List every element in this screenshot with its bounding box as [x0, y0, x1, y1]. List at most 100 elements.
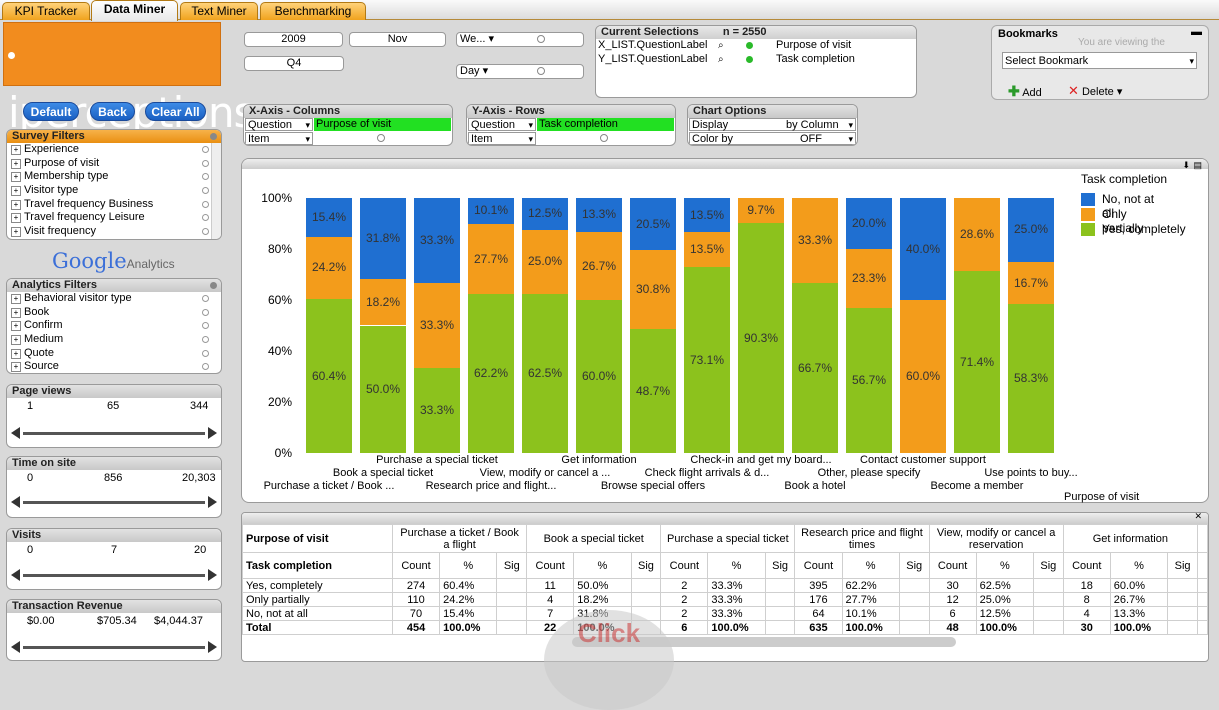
slider-track[interactable] [23, 501, 205, 504]
minimize-icon[interactable] [210, 282, 217, 289]
tab-data-miner[interactable]: Data Miner [91, 0, 178, 21]
search-icon[interactable]: ⌕ [718, 54, 724, 65]
table-cell: 8 [1062, 592, 1111, 607]
add-bookmark-button[interactable]: ✚ Add [1008, 83, 1042, 99]
slider-track[interactable] [23, 432, 205, 435]
tick-mid: 7 [111, 544, 118, 556]
subcol-header: Sig [764, 552, 796, 579]
x-question-dropdown[interactable]: Question [245, 118, 313, 131]
slider-right-arrow-icon[interactable] [208, 569, 217, 581]
filter-radio-icon[interactable] [202, 200, 209, 208]
filter-item[interactable]: Travel frequency Business [7, 198, 221, 212]
selection-value: Task completion [776, 53, 855, 65]
tab-text-miner[interactable]: Text Miner [180, 2, 258, 20]
filter-item[interactable]: Visitor type [7, 184, 221, 198]
back-button[interactable]: Back [90, 102, 135, 121]
iperceptions-logo: iperceptions [3, 22, 255, 137]
tick-max: 20 [194, 544, 207, 556]
filter-radio-icon[interactable] [202, 308, 209, 316]
subcol-header: Count [928, 552, 977, 579]
filter-radio-icon[interactable] [202, 159, 209, 167]
visits-slider: Visits 0 7 20 [6, 528, 222, 590]
y-question-dropdown[interactable]: Question [468, 118, 536, 131]
y-item-dropdown[interactable]: Item [468, 132, 536, 145]
row-label: No, not at all [242, 606, 393, 621]
day-selector[interactable]: Day ▾ [456, 64, 584, 79]
filter-radio-icon[interactable] [202, 187, 209, 195]
tab-kpi-tracker[interactable]: KPI Tracker [2, 2, 90, 20]
filter-item[interactable]: Confirm [7, 319, 221, 333]
filter-item[interactable]: Source [7, 360, 221, 373]
slider-left-arrow-icon[interactable] [11, 427, 20, 439]
slider-right-arrow-icon[interactable] [208, 496, 217, 508]
search-icon[interactable]: ⌕ [718, 40, 724, 51]
table-icon[interactable]: ▤ [1193, 160, 1202, 170]
slider-left-arrow-icon[interactable] [11, 641, 20, 653]
filter-radio-icon[interactable] [202, 214, 209, 222]
horizontal-scrollbar[interactable] [572, 637, 956, 647]
x-item-radio-icon[interactable] [377, 134, 385, 142]
default-button[interactable]: Default [23, 102, 79, 121]
bookmark-select[interactable]: Select Bookmark [1002, 52, 1197, 69]
table-cell: 13.3% [1109, 606, 1169, 621]
filter-radio-icon[interactable] [202, 322, 209, 330]
table-cell: 64 [794, 606, 843, 621]
quarter-selector[interactable]: Q4 [244, 56, 344, 71]
filter-radio-icon[interactable] [202, 295, 209, 302]
bookmark-ghost-text: You are viewing the [1078, 37, 1165, 48]
slider-right-arrow-icon[interactable] [208, 427, 217, 439]
filter-radio-icon[interactable] [202, 228, 209, 236]
table-cell: 62.2% [841, 578, 900, 593]
selection-row-x: X_LIST.QuestionLabel ⌕ Purpose of visit [596, 39, 916, 53]
slider-left-arrow-icon[interactable] [11, 569, 20, 581]
week-selector[interactable]: We... ▾ [456, 32, 584, 47]
slider-left-arrow-icon[interactable] [11, 496, 20, 508]
chart-legend: Task completion No, not at all Only part… [1081, 172, 1186, 237]
export-icon[interactable]: ⬇ [1182, 160, 1190, 170]
table-cell: 6 [660, 620, 709, 635]
table-cell [1167, 592, 1198, 607]
filter-radio-icon[interactable] [202, 146, 209, 153]
tab-benchmarking[interactable]: Benchmarking [260, 2, 366, 20]
minimize-icon[interactable] [210, 133, 217, 140]
current-selections-panel: Current Selections n = 2550 X_LIST.Questi… [595, 25, 917, 98]
survey-filters-scrollbar[interactable] [211, 143, 221, 239]
table-cell: 110 [391, 592, 441, 607]
month-selector[interactable]: Nov [349, 32, 446, 47]
day-radio-icon[interactable] [537, 67, 545, 75]
display-dropdown[interactable]: Display by Column [689, 118, 856, 131]
slider-track[interactable] [23, 574, 205, 577]
filter-item[interactable]: Behavioral visitor type [7, 292, 221, 306]
subcol-header: Sig [630, 552, 662, 579]
row-label: Total [242, 620, 393, 635]
y-item-radio-icon[interactable] [600, 134, 608, 142]
slider-track[interactable] [23, 646, 205, 649]
year-selector[interactable]: 2009 [244, 32, 343, 47]
filter-item[interactable]: Book [7, 306, 221, 320]
minimize-icon[interactable]: ▬ [1191, 26, 1202, 38]
filter-item[interactable]: Medium [7, 333, 221, 347]
filter-item[interactable]: Visit frequency [7, 225, 221, 239]
y-question-value[interactable]: Task completion [537, 118, 674, 131]
filter-item[interactable]: Experience [7, 143, 221, 157]
filter-item[interactable]: Quote [7, 347, 221, 361]
delete-bookmark-button[interactable]: ✕ Delete ▾ [1068, 83, 1123, 98]
clear-all-button[interactable]: Clear All [145, 102, 206, 121]
color-by-dropdown[interactable]: Color by OFF [689, 132, 856, 145]
filter-radio-icon[interactable] [202, 336, 209, 344]
week-radio-icon[interactable] [537, 35, 545, 43]
close-icon[interactable]: ✕ [1194, 512, 1202, 521]
x-question-value[interactable]: Purpose of visit [314, 118, 451, 131]
table-cell: 18 [1062, 578, 1111, 593]
analytics-filters-panel: Analytics Filters Behavioral visitor typ… [6, 278, 222, 374]
slider-right-arrow-icon[interactable] [208, 641, 217, 653]
filter-item[interactable]: Travel frequency Leisure [7, 211, 221, 225]
filter-radio-icon[interactable] [202, 173, 209, 181]
table-cell: 25.0% [975, 592, 1035, 607]
filter-radio-icon[interactable] [202, 349, 209, 357]
x-item-dropdown[interactable]: Item [245, 132, 313, 145]
filter-item[interactable]: Membership type [7, 170, 221, 184]
filter-radio-icon[interactable] [202, 363, 209, 371]
filter-item[interactable]: Purpose of visit [7, 157, 221, 171]
